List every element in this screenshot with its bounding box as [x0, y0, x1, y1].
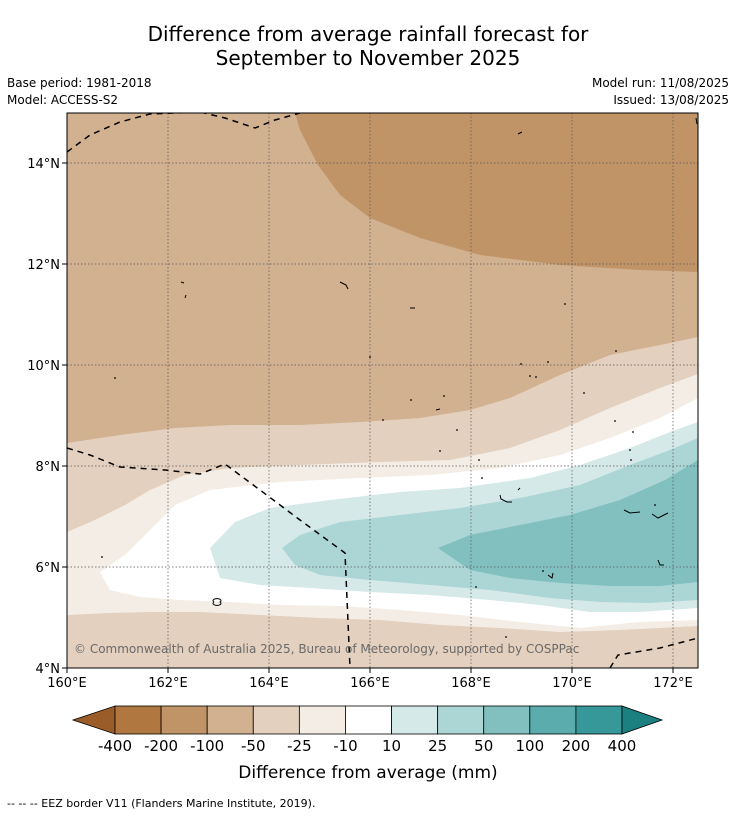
x-tick-label: 164°E [249, 676, 289, 691]
meta-right: Model run: 11/08/2025 Issued: 13/08/2025 [592, 75, 729, 109]
colorbar-tick-label: 10 [382, 737, 401, 755]
model-name: Model: ACCESS-S2 [7, 93, 119, 107]
island-dots [101, 303, 656, 638]
colorbar-arrow-right [621, 705, 664, 735]
axis-ticks [62, 162, 674, 673]
anomaly-band-minus100 [295, 113, 698, 272]
x-tick-labels: 160°E 162°E 164°E 166°E 168°E 170°E 172°… [47, 676, 693, 691]
eez-borders [67, 113, 698, 668]
y-tick-labels: 4°N 6°N 8°N 10°N 12°N 14°N [27, 157, 60, 677]
title-line-1: Difference from average rainfall forecas… [147, 22, 589, 46]
colorbar-tick-label: -400 [98, 737, 132, 755]
colorbar-tick-label: -10 [333, 737, 358, 755]
y-tick-label: 14°N [27, 157, 60, 172]
eez-footnote: -- -- -- EEZ border V11 (Flanders Marine… [7, 797, 316, 810]
y-tick-label: 10°N [27, 359, 60, 374]
map-frame [66, 112, 699, 669]
colorbar-arrow-left [71, 705, 116, 735]
map-plot-area: © Commonwealth of Australia 2025, Bureau… [67, 113, 698, 668]
colorbar-box [252, 705, 300, 735]
map-gridlines [67, 113, 698, 668]
colorbar-tick-label: 400 [608, 737, 637, 755]
colorbar-box [575, 705, 623, 735]
colorbar-tick-label: -100 [190, 737, 224, 755]
x-tick-label: 160°E [47, 676, 87, 691]
y-tick-label: 12°N [27, 258, 60, 273]
colorbar-tick-label: 25 [428, 737, 447, 755]
colorbar-box [483, 705, 531, 735]
meta-left: Base period: 1981-2018 Model: ACCESS-S2 [7, 75, 152, 109]
colorbar-box [206, 705, 254, 735]
colorbar-boxes [114, 705, 623, 735]
x-tick-label: 166°E [350, 676, 390, 691]
map-title: Difference from average rainfall forecas… [0, 22, 736, 70]
colorbar-box [345, 705, 392, 735]
model-run: Model run: 11/08/2025 [591, 76, 729, 90]
title-line-2: September to November 2025 [215, 46, 521, 70]
anomaly-band-plus50 [438, 460, 698, 586]
base-period: Base period: 1981-2018 [7, 76, 152, 90]
copyright-text: © Commonwealth of Australia 2025, Bureau… [74, 642, 579, 656]
colorbar-box [160, 705, 208, 735]
colorbar-box [529, 705, 577, 735]
colorbar [71, 705, 664, 735]
colorbar-box [391, 705, 439, 735]
colorbar-labels: -400 -200 -100 -50 -25 -10 10 25 50 100 200 400 [98, 737, 636, 755]
colorbar-tick-label: 50 [474, 737, 493, 755]
x-tick-label: 172°E [653, 676, 693, 691]
issued-date: Issued: 13/08/2025 [613, 93, 729, 107]
colorbar-tick-label: -50 [241, 737, 266, 755]
colorbar-box [298, 705, 346, 735]
island-outlines [180, 117, 698, 606]
colorbar-tick-label: 100 [515, 737, 544, 755]
colorbar-tick-label: -25 [287, 737, 312, 755]
y-tick-label: 4°N [36, 662, 61, 677]
x-tick-label: 168°E [451, 676, 491, 691]
colorbar-box [114, 705, 162, 735]
y-tick-label: 8°N [36, 460, 61, 475]
colorbar-tick-label: -200 [144, 737, 178, 755]
colorbar-tick-label: 200 [562, 737, 591, 755]
colorbar-box [437, 705, 485, 735]
x-tick-label: 170°E [552, 676, 592, 691]
x-tick-label: 162°E [148, 676, 188, 691]
colorbar-title: Difference from average (mm) [238, 763, 497, 783]
y-tick-label: 6°N [36, 561, 61, 576]
